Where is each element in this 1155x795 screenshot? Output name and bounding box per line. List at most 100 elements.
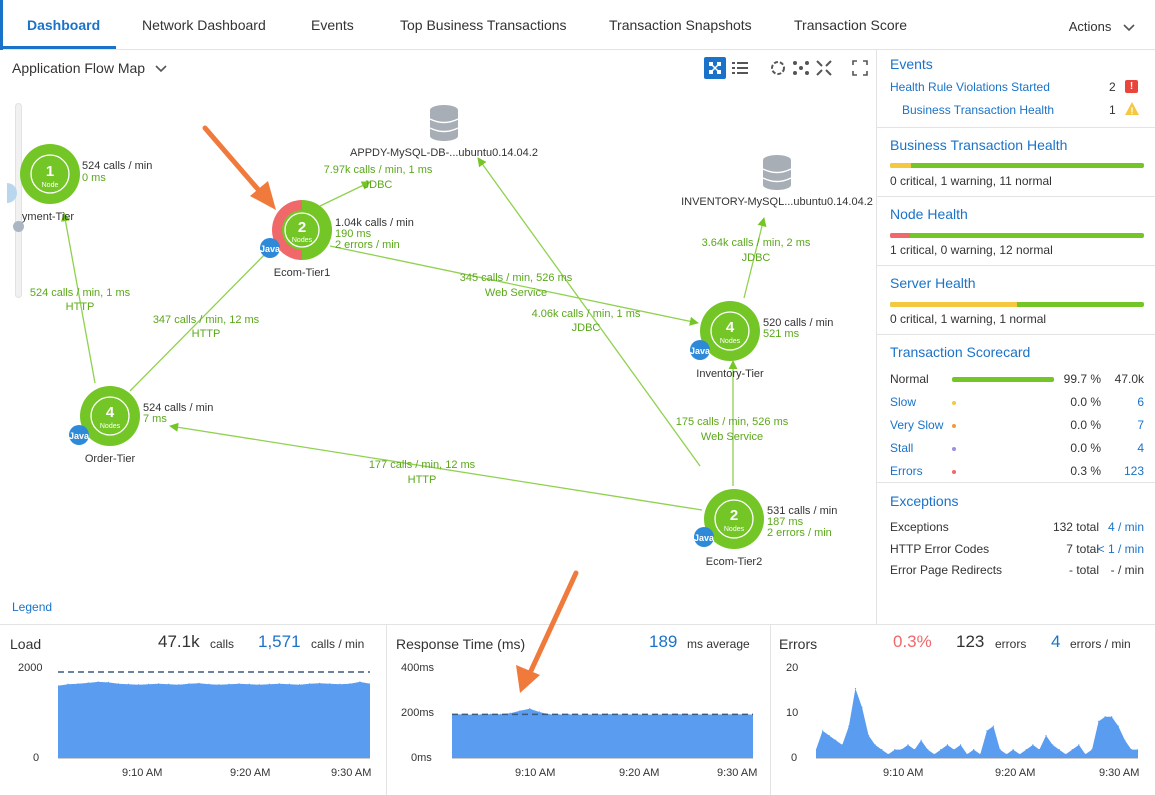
data-point — [127, 683, 130, 685]
tier-node-order-tier[interactable]: 4 Nodes Java 524 calls / min 7 ms Order-… — [69, 386, 213, 465]
tier-node-payment[interactable]: 1 Node 524 calls / min 0 ms yment-Tier — [20, 144, 152, 223]
flow-map-view-icon[interactable] — [704, 57, 726, 79]
scorecard-label-stall[interactable]: Stall — [890, 441, 914, 455]
tab-transaction-snapshots[interactable]: Transaction Snapshots — [609, 17, 752, 33]
tab-network-dashboard[interactable]: Network Dashboard — [142, 17, 266, 33]
tab-dashboard[interactable]: Dashboard — [27, 17, 101, 33]
data-point — [1051, 744, 1054, 746]
flow-map-selector[interactable]: Application Flow Map — [12, 60, 167, 76]
events-title[interactable]: Events — [890, 56, 933, 72]
data-point — [67, 683, 69, 685]
database-icon — [429, 105, 459, 141]
scorecard-count[interactable]: 6 — [1137, 395, 1144, 409]
tab-events[interactable]: Events — [311, 17, 354, 33]
critical-alert-icon: ! — [1125, 80, 1138, 93]
exception-total: 7 total — [1066, 542, 1099, 556]
node-health-summary: 1 critical, 0 warning, 12 normal — [890, 243, 1053, 257]
y-tick: 400ms — [401, 662, 435, 674]
legend-link[interactable]: Legend — [12, 600, 53, 614]
chevron-down-icon — [155, 65, 167, 73]
data-point — [861, 706, 863, 708]
edge-line[interactable] — [329, 245, 699, 326]
data-point — [1124, 739, 1126, 741]
node-stat: 2 errors / min — [767, 527, 832, 539]
cluster-layout-icon[interactable] — [790, 57, 812, 79]
response-time-average[interactable]: 189 — [649, 632, 678, 651]
data-point — [828, 734, 830, 737]
data-point — [1091, 749, 1093, 751]
load-rate[interactable]: 1,571 — [258, 632, 301, 651]
node-name: yment-Tier — [22, 211, 74, 223]
node-count: 2 — [730, 507, 738, 524]
data-point — [107, 681, 109, 683]
java-badge — [69, 425, 89, 445]
list-view-icon[interactable] — [729, 57, 751, 79]
fullscreen-icon[interactable] — [849, 57, 871, 79]
normal-bar — [952, 377, 1054, 382]
scorecard-label-very-slow[interactable]: Very Slow — [890, 418, 944, 432]
scorecard-count[interactable]: 123 — [1123, 464, 1144, 478]
data-point — [927, 749, 929, 751]
data-point — [529, 708, 531, 710]
tab-top-business-transactions[interactable]: Top Business Transactions — [400, 17, 567, 33]
tier-node-inventory-tier[interactable]: 4 Nodes Java 520 calls / min 521 ms Inve… — [690, 301, 833, 380]
y-tick: 20 — [786, 662, 799, 674]
bt-health-title[interactable]: Business Transaction Health — [890, 137, 1068, 153]
data-point — [940, 749, 942, 751]
response-time-panel[interactable]: Response Time (ms) 189 ms average 400ms … — [387, 625, 771, 795]
scorecard-count[interactable]: 7 — [1137, 418, 1144, 432]
edge-line[interactable] — [319, 181, 371, 207]
scorecard-title[interactable]: Transaction Scorecard — [890, 344, 1031, 360]
edge-line[interactable] — [169, 422, 703, 511]
edge-protocol: HTTP — [66, 301, 95, 313]
zoom-slider-handle[interactable] — [13, 221, 24, 232]
errors-panel[interactable]: Errors 0.3% 123 errors 4 errors / min 20… — [771, 625, 1155, 795]
tab-transaction-score[interactable]: Transaction Score — [794, 17, 908, 33]
warning-icon: ! — [1125, 102, 1139, 115]
edge-line[interactable] — [477, 157, 701, 467]
top-tab-bar: Dashboard Network Dashboard Events Top B… — [0, 0, 1155, 50]
node-stat: 190 ms — [335, 228, 372, 240]
node-inner-ring — [710, 311, 750, 351]
data-point — [567, 713, 570, 715]
actions-menu[interactable]: Actions — [1069, 19, 1135, 34]
exceptions-title[interactable]: Exceptions — [890, 493, 959, 509]
errors-chart — [816, 687, 1138, 759]
data-point — [238, 683, 240, 685]
data-point — [548, 713, 550, 715]
edge-protocol: Web Service — [701, 431, 763, 443]
data-point — [1071, 749, 1073, 751]
data-point — [298, 684, 301, 686]
edge-line[interactable] — [60, 212, 96, 384]
node-stat: 531 calls / min — [767, 505, 837, 517]
load-title: Load — [10, 636, 42, 652]
data-point — [1025, 749, 1027, 751]
tier-node-ecom-tier2[interactable]: 2 Nodes Java 531 calls / min 187 ms 2 er… — [694, 489, 837, 568]
scorecard-count[interactable]: 4 — [1137, 441, 1144, 455]
database-inventory[interactable]: INVENTORY-MySQL...ubuntu0.14.04.2 — [681, 155, 873, 208]
load-panel[interactable]: Load 47.1k calls 1,571 calls / min 2000 … — [0, 625, 387, 795]
exception-rate[interactable]: < 1 / min — [1097, 542, 1144, 556]
edge-line[interactable] — [743, 217, 767, 299]
edge-label: 177 calls / min, 12 ms — [369, 459, 476, 471]
tier-node-ecom-tier1[interactable]: 2 Nodes Java 1.04k calls / min 190 ms 2 … — [260, 200, 414, 279]
server-health-title[interactable]: Server Health — [890, 275, 976, 291]
data-point — [77, 683, 79, 685]
scorecard-label-errors[interactable]: Errors — [890, 464, 923, 478]
zoom-slider[interactable] — [15, 103, 22, 298]
scorecard-pct: 0.3 % — [1070, 464, 1101, 478]
scorecard-pct: 0.0 % — [1070, 418, 1101, 432]
exception-rate[interactable]: 4 / min — [1107, 520, 1144, 534]
health-rule-violations-link[interactable]: Health Rule Violations Started — [890, 80, 1050, 94]
collapse-icon[interactable] — [813, 57, 835, 79]
circle-layout-icon[interactable] — [767, 57, 789, 79]
node-health-title[interactable]: Node Health — [890, 206, 968, 222]
x-tick: 9:20 AM — [230, 767, 271, 779]
database-appdy[interactable]: APPDY-MySQL-DB-...ubuntu0.14.04.2 — [350, 105, 538, 159]
business-transaction-health-link[interactable]: Business Transaction Health — [902, 103, 1055, 117]
errors-rate[interactable]: 4 — [1051, 632, 1061, 651]
application-flow-map: 7.97k calls / min, 1 ms JDBC 524 calls /… — [20, 105, 873, 568]
scorecard-label-slow[interactable]: Slow — [890, 395, 917, 409]
edge-line[interactable] — [129, 240, 279, 392]
node-unit: Nodes — [100, 423, 121, 430]
